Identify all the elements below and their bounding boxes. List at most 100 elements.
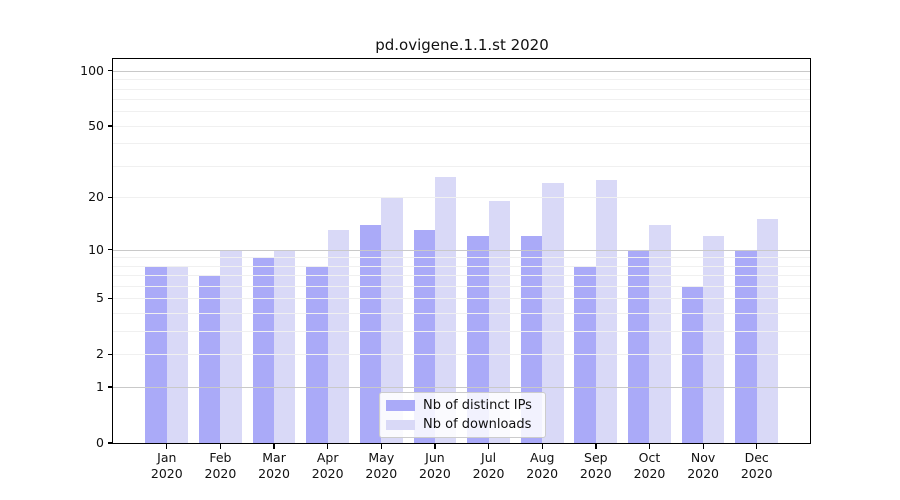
year-label: 2020: [419, 465, 451, 481]
year-label: 2020: [633, 465, 666, 481]
ips-series-swatch: [386, 400, 415, 411]
y-tick-label-20: 20: [88, 189, 104, 205]
x-tick-nov: [702, 444, 704, 449]
x-tick-dec: [756, 444, 758, 449]
bar-downloads-apr: [327, 230, 350, 443]
major-gridline-10: [113, 249, 811, 251]
minor-gridline-20: [113, 197, 811, 199]
x-tick-label-mar: Mar 2020: [244, 450, 304, 481]
y-tick-2: [108, 353, 113, 356]
month-label: Aug: [529, 450, 555, 465]
minor-gridline-90: [113, 79, 811, 81]
y-tick-label-5: 5: [96, 290, 104, 306]
month-label: Dec: [744, 450, 769, 465]
x-tick-label-aug: Aug 2020: [512, 450, 572, 481]
major-gridline-100: [113, 70, 811, 72]
bar-downloads-sep: [595, 180, 618, 443]
x-tick-label-jul: Jul 2020: [459, 450, 519, 481]
y-tick-label-1: 1: [96, 379, 104, 395]
x-tick-sep: [595, 444, 597, 449]
minor-gridline-2: [113, 354, 811, 356]
minor-gridline-70: [113, 99, 811, 101]
x-tick-may: [380, 444, 383, 449]
legend-row-downloads: Nb of downloads: [386, 417, 537, 434]
bar-downloads-feb: [220, 249, 242, 443]
x-tick-label-nov: Nov 2020: [673, 450, 733, 481]
bar-ips-oct: [628, 249, 650, 443]
legend: Nb of distinct IPs Nb of downloads: [379, 392, 546, 438]
legend-row-ips: Nb of distinct IPs: [386, 397, 537, 414]
x-tick-apr: [327, 444, 329, 449]
legend-label-downloads: Nb of downloads: [423, 417, 532, 433]
minor-gridline-7: [113, 275, 811, 277]
year-label: 2020: [579, 465, 612, 481]
year-label: 2020: [472, 465, 505, 481]
plot-frame: [112, 58, 811, 444]
bar-downloads-jun: [434, 177, 457, 443]
minor-gridline-4: [113, 313, 811, 315]
y-tick-20: [108, 196, 113, 199]
bar-ips-dec: [735, 249, 757, 443]
x-tick-label-feb: Feb 2020: [190, 450, 250, 481]
month-label: Nov: [690, 450, 716, 465]
x-tick-aug: [541, 444, 543, 449]
downloads-series-swatch: [386, 419, 415, 430]
x-tick-label-sep: Sep 2020: [566, 450, 626, 481]
x-tick-label-jan: Jan 2020: [137, 450, 197, 481]
y-tick-label-100: 100: [80, 62, 104, 78]
x-tick-oct: [648, 444, 651, 449]
bar-ips-jan: [145, 265, 167, 443]
y-tick-100: [108, 70, 113, 72]
x-tick-label-dec: Dec 2020: [727, 450, 787, 481]
bar-downloads-oct: [649, 224, 671, 443]
bar-ips-apr: [306, 265, 328, 443]
month-label: Sep: [584, 450, 608, 465]
bar-ips-nov: [681, 286, 704, 443]
x-tick-label-oct: Oct 2020: [619, 450, 679, 481]
y-tick-label-50: 50: [88, 117, 104, 133]
minor-gridline-30: [113, 165, 811, 167]
y-tick-10: [108, 248, 113, 251]
y-tick-1: [108, 386, 113, 388]
month-label: Feb: [209, 450, 232, 465]
x-tick-jun: [434, 444, 436, 449]
minor-gridline-60: [113, 111, 811, 113]
bar-downloads-may: [381, 197, 403, 443]
bar-downloads-jul: [488, 201, 510, 443]
bar-downloads-jan: [166, 265, 189, 443]
x-tick-label-may: May 2020: [351, 450, 411, 481]
x-tick-feb: [219, 444, 222, 449]
x-tick-label-apr: Apr 2020: [298, 450, 358, 481]
minor-gridline-6: [113, 286, 811, 288]
bar-ips-feb: [199, 275, 221, 443]
bar-downloads-mar: [274, 249, 296, 443]
x-tick-mar: [273, 444, 275, 449]
y-tick-50: [108, 125, 113, 127]
bar-ips-sep: [574, 265, 596, 443]
minor-gridline-9: [113, 257, 811, 259]
year-label: 2020: [740, 465, 773, 481]
x-tick-label-jun: Jun 2020: [405, 450, 465, 481]
year-label: 2020: [204, 465, 237, 481]
bar-downloads-nov: [703, 236, 725, 443]
y-tick-label-2: 2: [96, 346, 104, 362]
bar-ips-jul: [467, 236, 489, 443]
x-tick-jan: [166, 444, 168, 449]
minor-gridline-5: [113, 298, 811, 300]
chart-title: pd.ovigene.1.1.st 2020: [375, 36, 549, 54]
month-label: Mar: [262, 450, 286, 465]
month-label: Oct: [638, 450, 661, 465]
bar-ips-jun: [413, 230, 435, 443]
bar-ips-mar: [252, 257, 275, 443]
year-label: 2020: [687, 465, 719, 481]
minor-gridline-50: [113, 125, 811, 127]
major-gridline-1: [113, 387, 811, 389]
month-label: Jul: [481, 450, 497, 465]
legend-label-ips: Nb of distinct IPs: [423, 397, 532, 413]
month-label: Jun: [425, 450, 445, 465]
month-label: May: [368, 450, 395, 465]
month-label: Jan: [157, 450, 177, 465]
